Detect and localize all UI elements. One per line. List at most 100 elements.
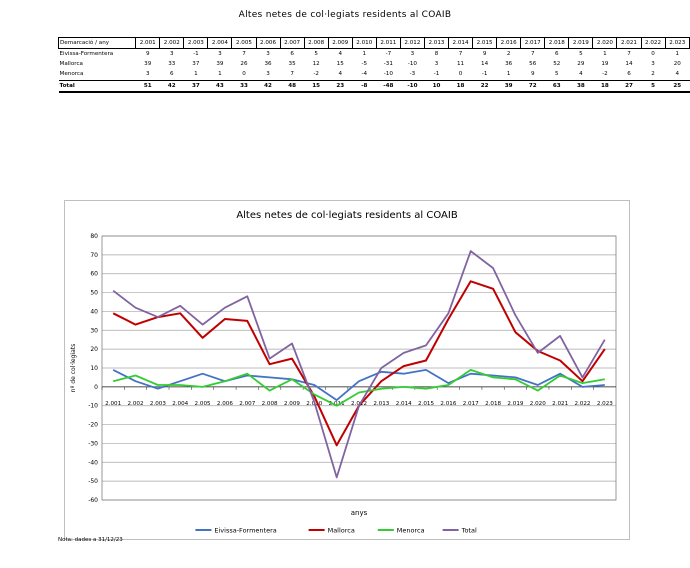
table-cell: 56 <box>529 61 537 67</box>
legend-label: Total <box>461 526 477 534</box>
x-tick-label: 2.023 <box>597 401 613 407</box>
table-cell: 43 <box>207 80 232 93</box>
table-header-year: 2.002 <box>159 37 185 49</box>
table-cell: 0 <box>458 71 463 77</box>
table-cell: 6 <box>290 51 294 57</box>
legend-label: Mallorca <box>328 526 355 534</box>
table-cell: 42 <box>159 80 184 93</box>
x-tick-label: 2.007 <box>239 401 255 407</box>
table-cell: -4 <box>361 71 368 77</box>
table-header-year: 2.020 <box>592 37 618 49</box>
table-cell: -7 <box>385 51 392 57</box>
table-cell: 4 <box>338 71 343 77</box>
x-tick-label: 2.021 <box>552 401 568 407</box>
x-axis-label: anys <box>351 509 368 517</box>
table-header-year: 2.005 <box>231 37 257 49</box>
x-tick-label: 2.005 <box>195 401 211 407</box>
table-cell: 26 <box>240 61 248 67</box>
table-cell: 18 <box>592 80 617 93</box>
table-header-year: 2.019 <box>568 37 594 49</box>
table-header-row: Demarcació / any 2.001 2.002 2.003 2.004 2.0… <box>57 37 690 49</box>
table-cell: 11 <box>456 61 465 67</box>
table-cell: 4 <box>579 71 583 77</box>
table-cell: 3 <box>145 71 150 77</box>
chart-svg: Altes netes de col·legiats residents al … <box>64 200 630 540</box>
table-cell: 6 <box>170 71 174 77</box>
table-cell: 23 <box>328 80 353 93</box>
table-cell: 8 <box>434 51 439 57</box>
table-header-year: 2.011 <box>375 37 401 49</box>
table-header-year: 2.015 <box>472 37 498 49</box>
table-cell: -8 <box>352 80 377 93</box>
table-header-year: 2.010 <box>351 37 377 49</box>
table-cell: 7 <box>242 51 246 57</box>
table-cell: 5 <box>314 51 318 57</box>
table-cell: 15 <box>304 80 329 93</box>
y-tick-label: 20 <box>90 346 98 353</box>
x-tick-label: 2.012 <box>351 401 367 407</box>
table-row: Eivissa-Formentera 9 3 -1 3 7 3 6 5 4 1 -7 3 8 7 9 2 7 6 5 1… <box>59 49 690 60</box>
series-line-total <box>112 250 606 479</box>
table-cell: 22 <box>472 80 497 93</box>
table-header-year: 2.001 <box>135 37 161 49</box>
table-cell: 6 <box>627 71 631 77</box>
table-cell: 19 <box>601 61 609 67</box>
plot-area <box>101 235 617 501</box>
series-line-eivissa-formentera <box>112 368 605 402</box>
table-cell: 15 <box>336 61 344 67</box>
table-cell: 10 <box>424 80 449 93</box>
table-cell: 1 <box>362 51 367 57</box>
x-tick-label: 2.020 <box>530 401 546 407</box>
table-cell: 9 <box>530 71 535 77</box>
table-cell: -2 <box>313 71 319 77</box>
table-header-year: 2.023 <box>664 37 690 49</box>
table-cell: 33 <box>231 80 257 93</box>
x-tick-label: 2.001 <box>105 401 121 407</box>
table-cell: 9 <box>482 51 487 57</box>
table-cell: -1 <box>193 51 199 57</box>
table-cell: 2 <box>651 71 655 77</box>
y-axis-label: nº de col·legiats <box>70 344 77 392</box>
y-tick-label: -20 <box>88 422 98 429</box>
table-cell: 39 <box>496 80 521 93</box>
table-cell: 36 <box>505 61 513 67</box>
table-cell: 3 <box>410 51 415 57</box>
y-tick-label: 70 <box>90 252 98 259</box>
chart-title: Altes netes de col·legiats residents al … <box>236 210 458 221</box>
table-cell: 37 <box>192 61 200 67</box>
table-cell: 7 <box>290 71 294 77</box>
y-tick-label: -30 <box>88 440 98 447</box>
table-cell: 38 <box>568 80 593 93</box>
y-tick-label: -40 <box>88 459 98 466</box>
y-tick-label: 10 <box>90 365 98 372</box>
table-cell: 52 <box>553 61 561 67</box>
x-tick-label: 2.009 <box>284 401 300 407</box>
x-tick-label: 2.013 <box>373 401 389 407</box>
y-tick-label: 0 <box>94 384 98 391</box>
x-tick-label: 2.002 <box>128 401 144 407</box>
x-tick-label: 2.016 <box>440 401 456 407</box>
table-cell: 3 <box>651 61 655 67</box>
y-tick-label: -60 <box>88 497 98 504</box>
line-chart: Altes netes de col·legiats residents al … <box>64 200 630 540</box>
table-cell: 51 <box>135 80 160 93</box>
footnote: Nota: dades a 31/12/23 <box>58 537 123 543</box>
table-cell: 48 <box>280 80 305 93</box>
table-cell: 1 <box>218 71 222 77</box>
x-tick-label: 2.011 <box>329 401 345 407</box>
table-cell: 1 <box>675 51 680 57</box>
table-cell: -10 <box>400 80 425 93</box>
table-cell: 39 <box>144 61 152 67</box>
table-cell: 14 <box>481 61 489 67</box>
x-tick-label: 2.019 <box>507 401 523 407</box>
table-cell: -48 <box>376 80 401 93</box>
y-tick-label: 50 <box>90 290 98 297</box>
table-header-year: 2.018 <box>544 37 570 49</box>
table-cell: 35 <box>288 61 296 67</box>
table-header-year: 2.006 <box>255 37 281 49</box>
table-cell: 7 <box>458 51 463 57</box>
table-cell: 3 <box>266 51 270 57</box>
x-tick-label: 2.004 <box>172 401 188 407</box>
x-tick-label: 2.022 <box>574 401 590 407</box>
table-cell: 5 <box>641 80 666 93</box>
